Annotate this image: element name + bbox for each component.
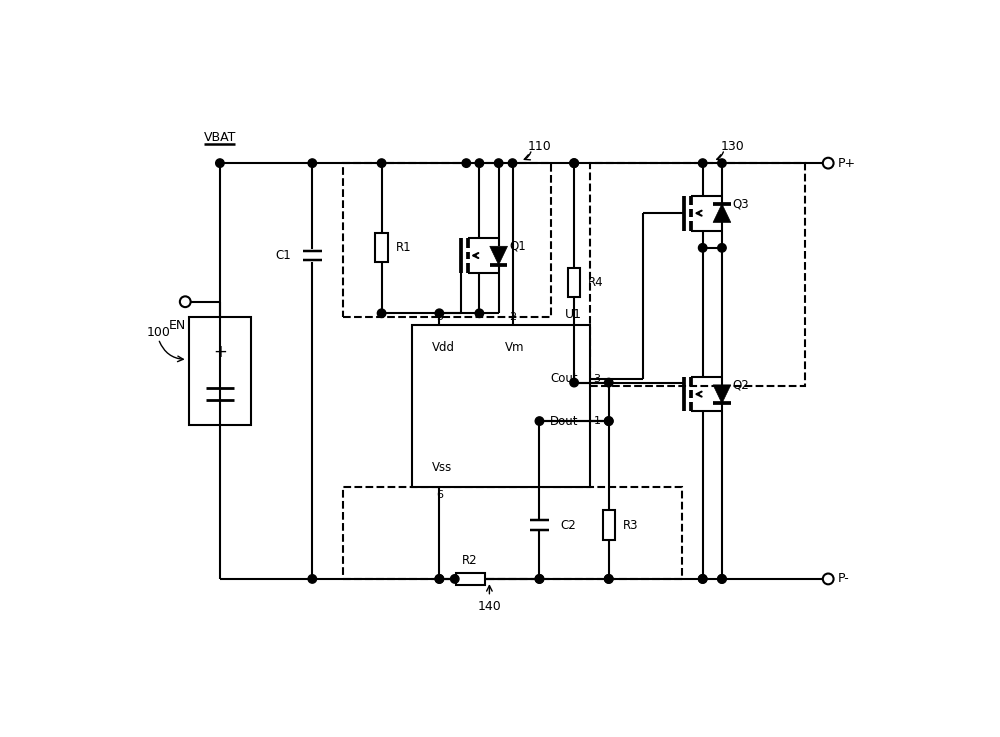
Text: Cout: Cout: [550, 372, 578, 385]
Circle shape: [308, 159, 317, 167]
Circle shape: [605, 417, 613, 425]
Circle shape: [698, 159, 707, 167]
Text: Q3: Q3: [733, 198, 749, 211]
Text: 2: 2: [509, 312, 516, 322]
Circle shape: [570, 159, 578, 167]
Text: Q2: Q2: [733, 378, 749, 391]
Polygon shape: [490, 246, 507, 265]
Text: 1: 1: [593, 416, 600, 426]
Circle shape: [698, 575, 707, 583]
Bar: [343, 486, 682, 579]
Circle shape: [570, 378, 578, 387]
Bar: [343, 163, 551, 317]
Text: VBAT: VBAT: [204, 131, 236, 144]
Text: EN: EN: [169, 318, 186, 332]
Text: R4: R4: [588, 276, 604, 289]
Circle shape: [698, 244, 707, 252]
Bar: [375, 233, 388, 262]
Circle shape: [605, 575, 613, 583]
Text: 140: 140: [478, 601, 501, 613]
Circle shape: [435, 575, 444, 583]
Circle shape: [475, 309, 484, 318]
Text: 5: 5: [436, 312, 443, 322]
Text: R1: R1: [395, 241, 411, 254]
Circle shape: [508, 159, 517, 167]
Bar: [189, 317, 251, 425]
Circle shape: [180, 296, 191, 307]
Bar: [603, 511, 615, 539]
Circle shape: [605, 417, 613, 425]
Text: Vdd: Vdd: [432, 341, 455, 354]
Circle shape: [823, 158, 834, 169]
Circle shape: [570, 159, 578, 167]
Circle shape: [535, 417, 544, 425]
Circle shape: [605, 378, 613, 387]
Text: 110: 110: [528, 140, 552, 153]
Circle shape: [462, 159, 471, 167]
Circle shape: [216, 159, 224, 167]
Text: C1: C1: [276, 249, 292, 262]
Text: 6: 6: [436, 490, 443, 500]
Text: Vm: Vm: [505, 341, 524, 354]
Text: 3: 3: [593, 374, 600, 384]
Polygon shape: [713, 204, 731, 223]
Text: Vss: Vss: [432, 461, 452, 474]
Circle shape: [718, 575, 726, 583]
Text: 100: 100: [147, 326, 171, 339]
Circle shape: [718, 244, 726, 252]
Text: P-: P-: [837, 573, 849, 585]
Circle shape: [535, 575, 544, 583]
Circle shape: [718, 159, 726, 167]
Circle shape: [451, 575, 459, 583]
Circle shape: [494, 159, 503, 167]
Circle shape: [377, 309, 386, 318]
Circle shape: [435, 575, 444, 583]
Circle shape: [718, 575, 726, 583]
Bar: [568, 268, 580, 297]
Circle shape: [377, 159, 386, 167]
Circle shape: [605, 575, 613, 583]
Text: U1: U1: [565, 308, 582, 321]
Circle shape: [535, 575, 544, 583]
Text: R3: R3: [623, 519, 638, 531]
Text: C2: C2: [560, 519, 576, 531]
Text: Q1: Q1: [509, 240, 526, 253]
Text: Dout: Dout: [549, 415, 578, 427]
Text: P+: P+: [837, 157, 856, 170]
Circle shape: [435, 309, 444, 318]
Bar: [456, 573, 485, 585]
Text: +: +: [213, 343, 227, 361]
Polygon shape: [713, 385, 731, 403]
Circle shape: [823, 573, 834, 584]
Text: R2: R2: [462, 553, 478, 567]
Bar: [412, 325, 590, 486]
Bar: [590, 163, 805, 386]
Text: 130: 130: [720, 140, 744, 153]
Circle shape: [475, 159, 484, 167]
Circle shape: [308, 575, 317, 583]
Circle shape: [698, 575, 707, 583]
